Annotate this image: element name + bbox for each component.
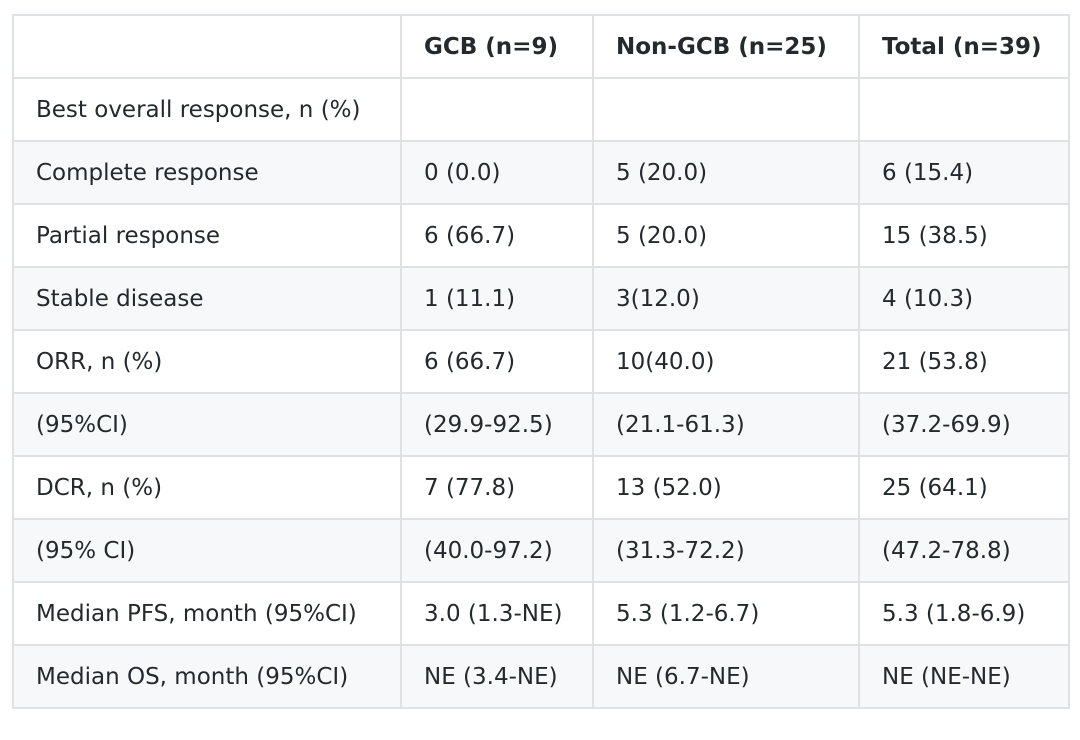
- cell: 4 (10.3): [858, 266, 1070, 331]
- cell: (29.9-92.5): [400, 392, 594, 457]
- cell: 15 (38.5): [858, 203, 1070, 268]
- cell: [858, 77, 1070, 142]
- table-row: Median OS, month (95%CI) NE (3.4-NE) NE (6…: [12, 644, 1070, 709]
- row-label: Best overall response, n (%): [12, 77, 402, 142]
- cell: 13 (52.0): [592, 455, 860, 520]
- cell: NE (NE-NE): [858, 644, 1070, 709]
- table-row: Complete response 0 (0.0) 5 (20.0) 6 (15.4): [12, 140, 1070, 205]
- cell: 5 (20.0): [592, 203, 860, 268]
- table-row: ORR, n (%) 6 (66.7) 10(40.0) 21 (53.8): [12, 329, 1070, 394]
- cell: 21 (53.8): [858, 329, 1070, 394]
- header-cell: Non-GCB (n=25): [592, 14, 860, 79]
- row-label: Stable disease: [12, 266, 402, 331]
- row-label: Median OS, month (95%CI): [12, 644, 402, 709]
- table-row: (95%CI) (29.9-92.5) (21.1-61.3) (37.2-69.9): [12, 392, 1070, 457]
- table-row: DCR, n (%) 7 (77.8) 13 (52.0) 25 (64.1): [12, 455, 1070, 520]
- row-label: (95% CI): [12, 518, 402, 583]
- cell: 5 (20.0): [592, 140, 860, 205]
- cell: 25 (64.1): [858, 455, 1070, 520]
- row-label: ORR, n (%): [12, 329, 402, 394]
- cell: 5.3 (1.8-6.9): [858, 581, 1070, 646]
- cell: 5.3 (1.2-6.7): [592, 581, 860, 646]
- header-cell: [12, 14, 402, 79]
- row-label: (95%CI): [12, 392, 402, 457]
- table-row: Stable disease 1 (11.1) 3(12.0) 4 (10.3): [12, 266, 1070, 331]
- table-row: (95% CI) (40.0-97.2) (31.3-72.2) (47.2-78.8…: [12, 518, 1070, 583]
- header-cell: GCB (n=9): [400, 14, 594, 79]
- table-row: Best overall response, n (%): [12, 77, 1070, 142]
- cell: 6 (15.4): [858, 140, 1070, 205]
- cell: NE (6.7-NE): [592, 644, 860, 709]
- row-label: Complete response: [12, 140, 402, 205]
- cell: 6 (66.7): [400, 329, 594, 394]
- header-row: GCB (n=9) Non-GCB (n=25) Total (n=39): [12, 14, 1070, 79]
- table-row: Partial response 6 (66.7) 5 (20.0) 15 (38.5…: [12, 203, 1070, 268]
- cell: 7 (77.8): [400, 455, 594, 520]
- cell: NE (3.4-NE): [400, 644, 594, 709]
- row-label: Median PFS, month (95%CI): [12, 581, 402, 646]
- header-cell: Total (n=39): [858, 14, 1070, 79]
- cell: 1 (11.1): [400, 266, 594, 331]
- cell: [592, 77, 860, 142]
- cell: (40.0-97.2): [400, 518, 594, 583]
- cell: (37.2-69.9): [858, 392, 1070, 457]
- cell: 6 (66.7): [400, 203, 594, 268]
- cell: 3.0 (1.3-NE): [400, 581, 594, 646]
- cell: (31.3-72.2): [592, 518, 860, 583]
- results-table: GCB (n=9) Non-GCB (n=25) Total (n=39) Best…: [12, 14, 1070, 709]
- cell: (47.2-78.8): [858, 518, 1070, 583]
- cell: 3(12.0): [592, 266, 860, 331]
- cell: 10(40.0): [592, 329, 860, 394]
- cell: (21.1-61.3): [592, 392, 860, 457]
- table-row: Median PFS, month (95%CI) 3.0 (1.3-NE) 5.3…: [12, 581, 1070, 646]
- row-label: DCR, n (%): [12, 455, 402, 520]
- cell: [400, 77, 594, 142]
- row-label: Partial response: [12, 203, 402, 268]
- cell: 0 (0.0): [400, 140, 594, 205]
